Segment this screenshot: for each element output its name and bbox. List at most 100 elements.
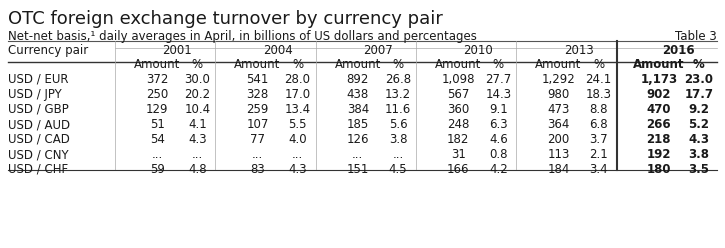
Text: Amount: Amount — [234, 58, 281, 71]
Text: 250: 250 — [146, 88, 168, 101]
Text: 27.7: 27.7 — [485, 73, 511, 86]
Text: 2013: 2013 — [563, 44, 594, 57]
Text: %: % — [191, 58, 203, 71]
Text: 2010: 2010 — [463, 44, 493, 57]
Text: 3.8: 3.8 — [689, 148, 710, 161]
Text: 2007: 2007 — [363, 44, 393, 57]
Text: 30.0: 30.0 — [184, 73, 210, 86]
Text: 51: 51 — [149, 118, 165, 131]
Text: 1,098: 1,098 — [442, 73, 475, 86]
Text: 5.5: 5.5 — [289, 118, 307, 131]
Text: USD / CHF: USD / CHF — [8, 163, 68, 176]
Text: 4.6: 4.6 — [489, 133, 508, 146]
Text: 473: 473 — [547, 103, 570, 116]
Text: ...: ... — [252, 148, 263, 161]
Text: 17.7: 17.7 — [684, 88, 713, 101]
Text: 4.3: 4.3 — [289, 163, 307, 176]
Text: OTC foreign exchange turnover by currency pair: OTC foreign exchange turnover by currenc… — [8, 10, 443, 28]
Text: USD / CNY: USD / CNY — [8, 148, 69, 161]
Text: Amount: Amount — [134, 58, 181, 71]
Text: 4.3: 4.3 — [689, 133, 710, 146]
Text: 180: 180 — [647, 163, 671, 176]
Text: USD / JPY: USD / JPY — [8, 88, 62, 101]
Text: 4.5: 4.5 — [389, 163, 407, 176]
Text: 892: 892 — [347, 73, 369, 86]
Text: 151: 151 — [347, 163, 369, 176]
Text: 218: 218 — [647, 133, 671, 146]
Text: 192: 192 — [647, 148, 671, 161]
Text: 18.3: 18.3 — [586, 88, 612, 101]
Text: %: % — [593, 58, 604, 71]
Text: 2001: 2001 — [162, 44, 192, 57]
Text: 9.2: 9.2 — [689, 103, 710, 116]
Text: 3.5: 3.5 — [689, 163, 710, 176]
Text: Amount: Amount — [335, 58, 381, 71]
Text: 4.3: 4.3 — [188, 133, 207, 146]
Text: 200: 200 — [547, 133, 570, 146]
Text: 14.3: 14.3 — [485, 88, 511, 101]
Text: 13.2: 13.2 — [385, 88, 411, 101]
Text: Net-net basis,¹ daily averages in April, in billions of US dollars and percentag: Net-net basis,¹ daily averages in April,… — [8, 30, 477, 43]
Text: ...: ... — [191, 148, 203, 161]
Text: 26.8: 26.8 — [385, 73, 411, 86]
Text: 184: 184 — [547, 163, 570, 176]
Text: 902: 902 — [647, 88, 671, 101]
Text: ...: ... — [392, 148, 404, 161]
Text: 259: 259 — [247, 103, 269, 116]
Text: 541: 541 — [247, 73, 269, 86]
Text: 11.6: 11.6 — [385, 103, 411, 116]
Text: USD / EUR: USD / EUR — [8, 73, 68, 86]
Text: 113: 113 — [547, 148, 570, 161]
Text: 185: 185 — [347, 118, 369, 131]
Text: 24.1: 24.1 — [586, 73, 612, 86]
Text: ...: ... — [292, 148, 303, 161]
Text: ...: ... — [352, 148, 363, 161]
Text: 5.2: 5.2 — [689, 118, 710, 131]
Text: %: % — [693, 58, 705, 71]
Text: 59: 59 — [149, 163, 165, 176]
Text: 4.1: 4.1 — [188, 118, 207, 131]
Text: 17.0: 17.0 — [284, 88, 311, 101]
Text: 4.8: 4.8 — [188, 163, 207, 176]
Text: 384: 384 — [347, 103, 369, 116]
Text: 8.8: 8.8 — [589, 103, 608, 116]
Text: 0.8: 0.8 — [489, 148, 508, 161]
Text: 4.2: 4.2 — [489, 163, 508, 176]
Text: 1,292: 1,292 — [542, 73, 576, 86]
Text: 567: 567 — [447, 88, 469, 101]
Text: Amount: Amount — [535, 58, 581, 71]
Text: 2004: 2004 — [262, 44, 292, 57]
Text: USD / GBP: USD / GBP — [8, 103, 69, 116]
Text: 182: 182 — [447, 133, 469, 146]
Text: 10.4: 10.4 — [184, 103, 210, 116]
Text: Table 3: Table 3 — [675, 30, 717, 43]
Text: 9.1: 9.1 — [489, 103, 508, 116]
Text: 980: 980 — [547, 88, 570, 101]
Text: %: % — [493, 58, 504, 71]
Text: 266: 266 — [647, 118, 671, 131]
Text: 107: 107 — [247, 118, 269, 131]
Text: 6.8: 6.8 — [589, 118, 608, 131]
Text: 3.8: 3.8 — [389, 133, 407, 146]
Text: Currency pair: Currency pair — [8, 44, 88, 57]
Text: 372: 372 — [146, 73, 168, 86]
Text: 20.2: 20.2 — [184, 88, 210, 101]
Text: %: % — [292, 58, 303, 71]
Text: Amount: Amount — [435, 58, 481, 71]
Text: USD / AUD: USD / AUD — [8, 118, 70, 131]
Text: 126: 126 — [347, 133, 369, 146]
Text: 54: 54 — [149, 133, 165, 146]
Text: 248: 248 — [447, 118, 469, 131]
Text: 13.4: 13.4 — [284, 103, 311, 116]
Text: ...: ... — [152, 148, 163, 161]
Text: 2016: 2016 — [663, 44, 695, 57]
Text: %: % — [392, 58, 404, 71]
Text: 23.0: 23.0 — [684, 73, 713, 86]
Text: 1,173: 1,173 — [640, 73, 677, 86]
Text: 166: 166 — [447, 163, 469, 176]
Text: 4.0: 4.0 — [289, 133, 307, 146]
Text: 77: 77 — [250, 133, 265, 146]
Text: 2.1: 2.1 — [589, 148, 608, 161]
Text: 5.6: 5.6 — [389, 118, 407, 131]
Text: 438: 438 — [347, 88, 369, 101]
